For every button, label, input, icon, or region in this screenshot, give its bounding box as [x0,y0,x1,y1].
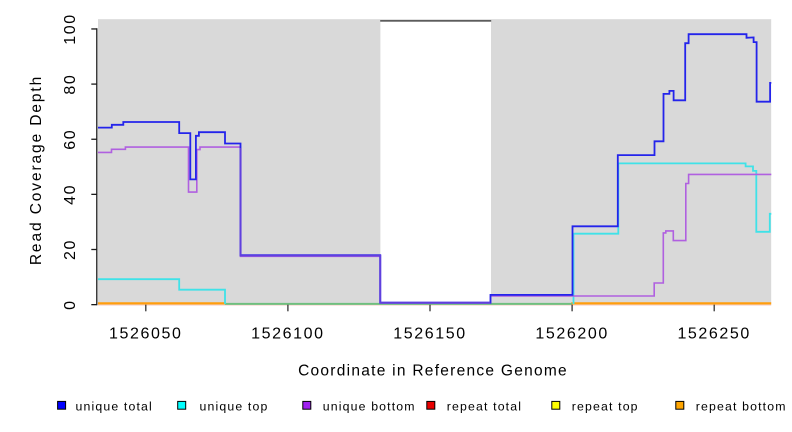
svg-text:Read Coverage Depth: Read Coverage Depth [28,75,45,265]
svg-text:0: 0 [62,299,79,310]
svg-text:1526150: 1526150 [393,326,467,343]
svg-text:repeat bottom: repeat bottom [696,400,787,414]
svg-text:1526200: 1526200 [535,326,609,343]
svg-text:1526100: 1526100 [251,326,325,343]
svg-text:Coordinate in Reference Genome: Coordinate in Reference Genome [298,363,568,380]
svg-text:repeat total: repeat total [447,400,522,414]
svg-text:60: 60 [62,129,79,150]
svg-text:100: 100 [62,13,79,45]
svg-text:unique bottom: unique bottom [323,400,416,414]
svg-text:1526050: 1526050 [109,326,183,343]
svg-text:1526250: 1526250 [677,326,751,343]
svg-text:20: 20 [62,239,79,260]
svg-text:40: 40 [62,184,79,205]
svg-text:repeat top: repeat top [572,400,639,414]
svg-text:80: 80 [62,74,79,95]
svg-text:unique top: unique top [200,400,269,414]
svg-text:unique total: unique total [76,400,153,414]
